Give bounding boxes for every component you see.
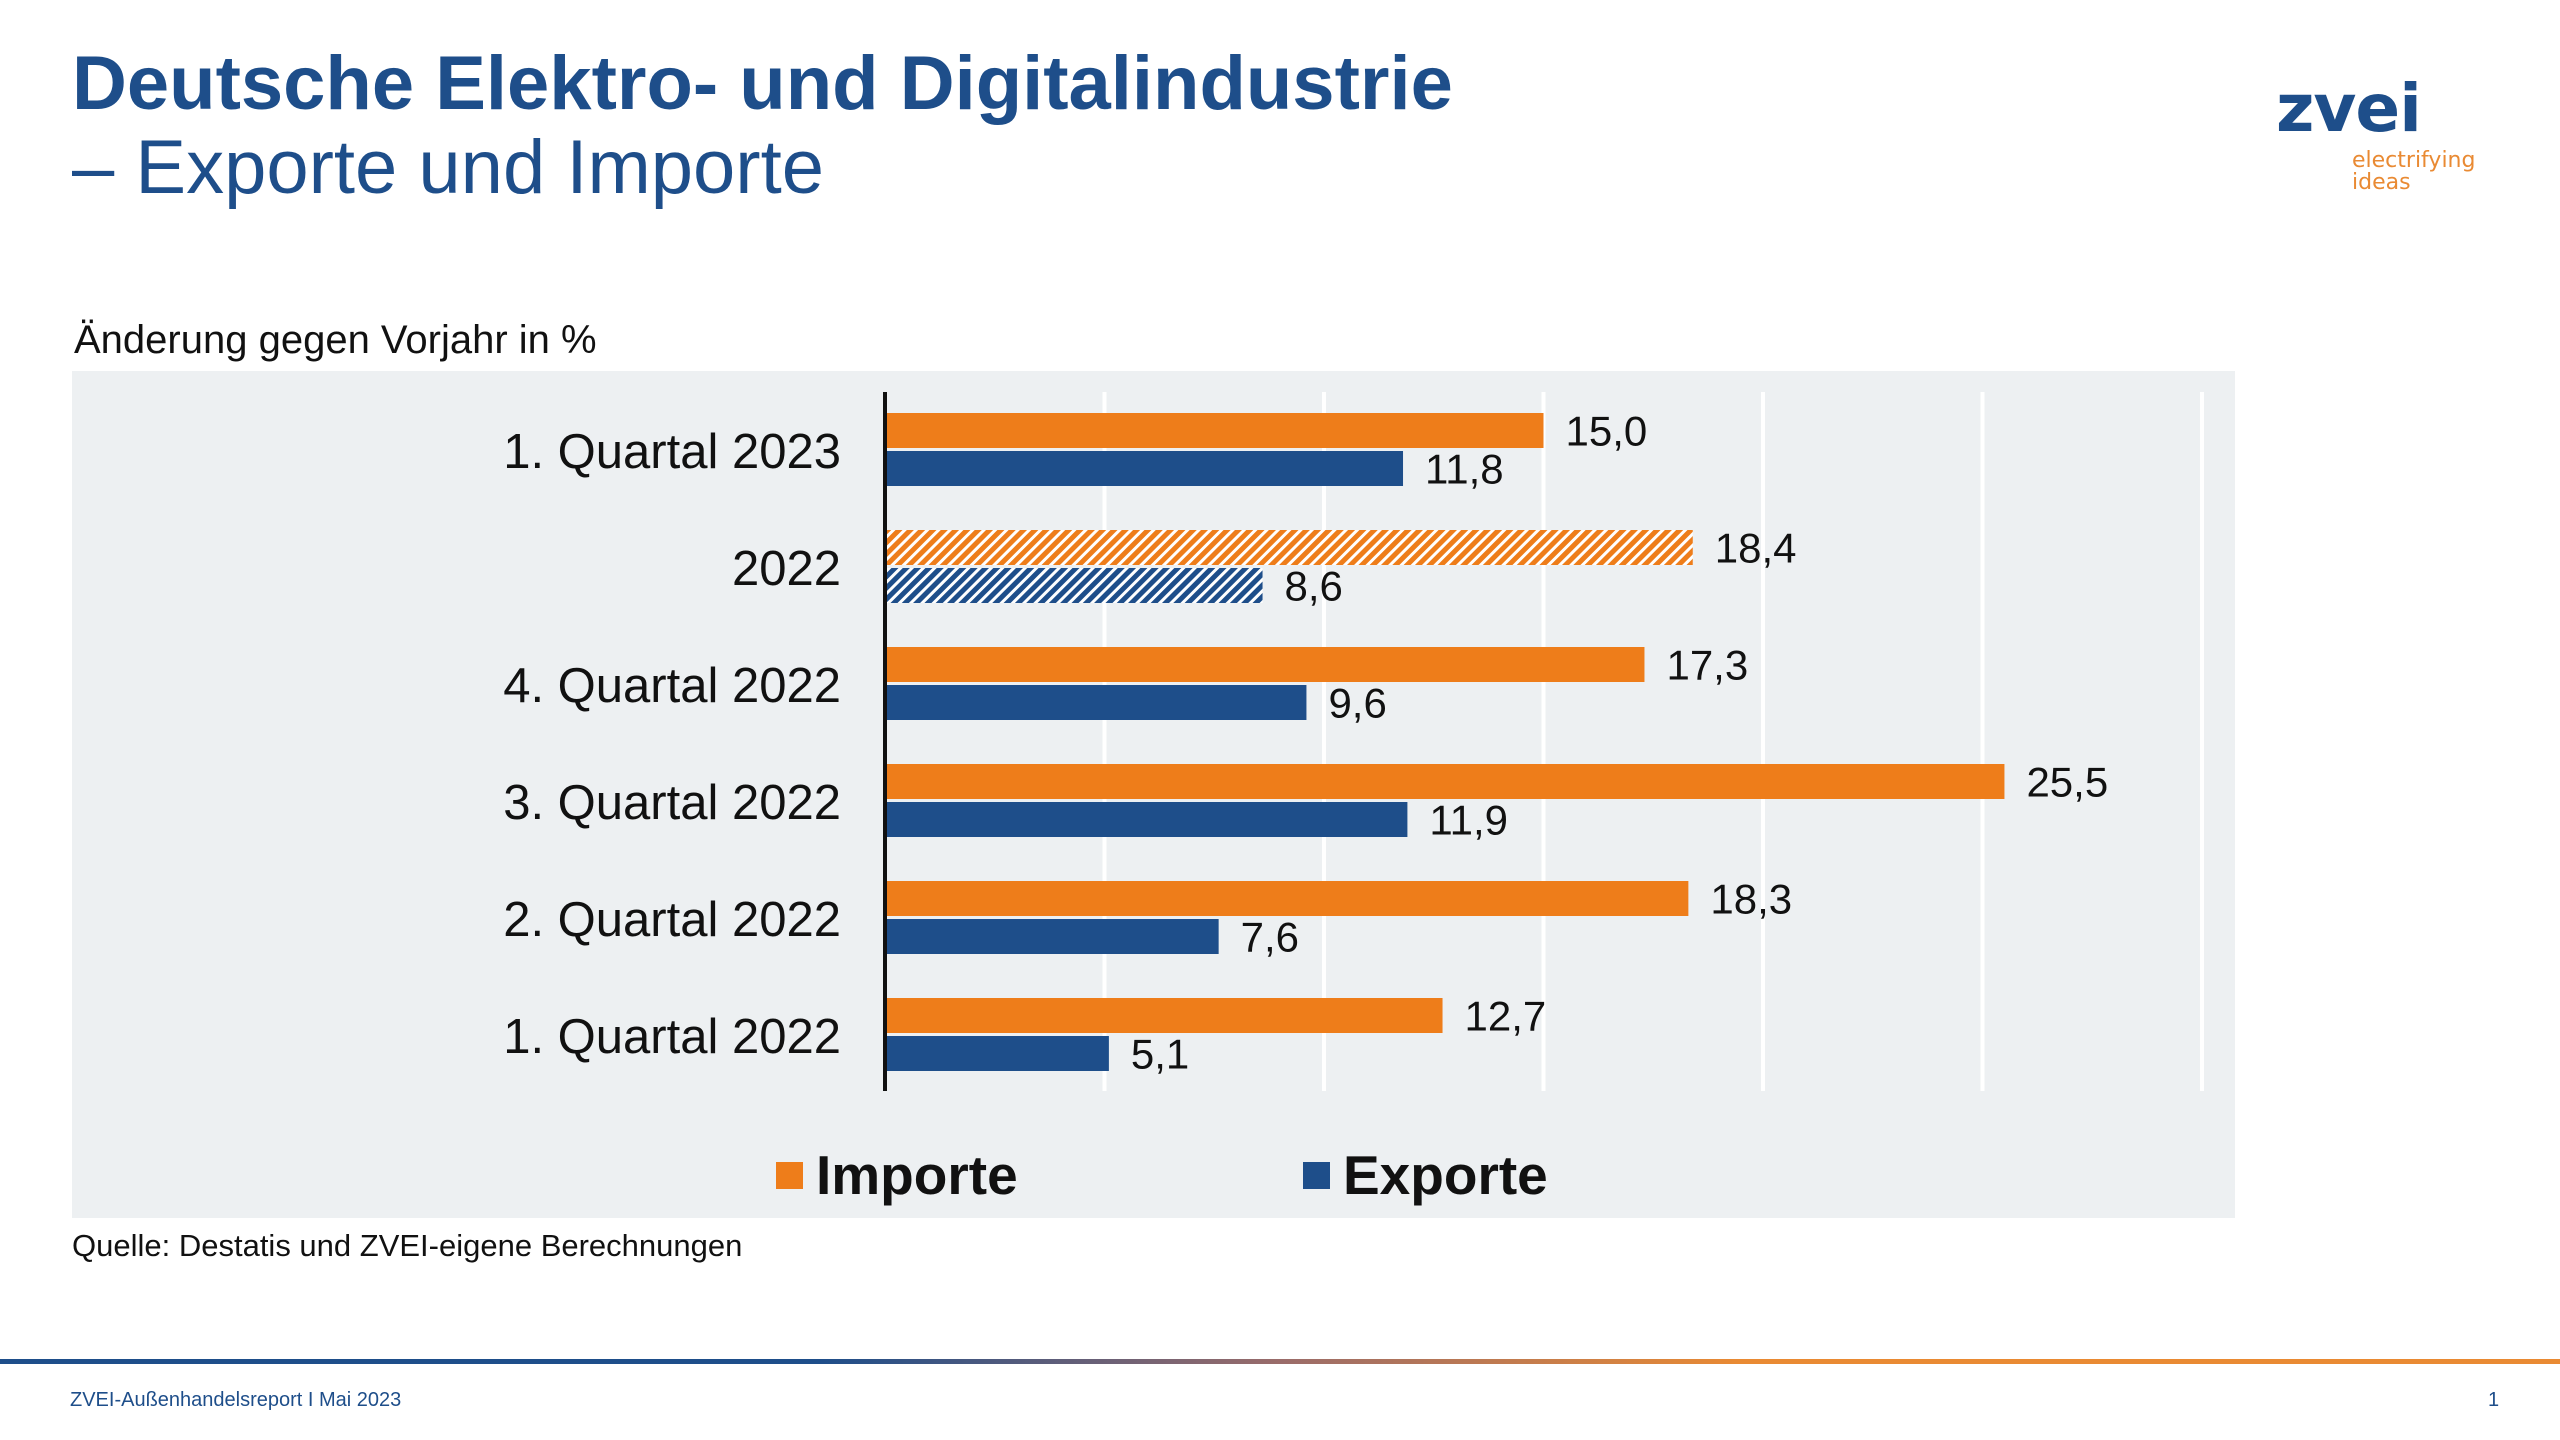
category-label: 1. Quartal 2022 xyxy=(503,1010,841,1064)
data-label: 11,8 xyxy=(1425,446,1504,493)
data-label: 17,3 xyxy=(1666,642,1748,689)
category-label: 3. Quartal 2022 xyxy=(503,776,841,830)
data-label: 25,5 xyxy=(2026,759,2108,806)
category-label: 1. Quartal 2023 xyxy=(503,425,841,479)
data-label: 8,6 xyxy=(1285,563,1343,610)
bar-exporte xyxy=(885,568,1263,603)
bar-importe xyxy=(885,647,1645,682)
legend-label-exporte: Exporte xyxy=(1343,1144,1548,1206)
zvei-logo: zvei electrifying ideas xyxy=(2276,70,2496,200)
bar-importe xyxy=(885,530,1693,565)
data-label: 7,6 xyxy=(1241,914,1299,961)
page-subtitle: – Exporte und Importe xyxy=(72,125,824,210)
bar-exporte xyxy=(885,685,1307,720)
page-title: Deutsche Elektro- und Digitalindustrie xyxy=(72,41,1453,126)
category-label: 2022 xyxy=(732,542,841,596)
data-label: 9,6 xyxy=(1328,680,1386,727)
bar-exporte xyxy=(885,451,1404,486)
data-label: 18,3 xyxy=(1710,876,1792,923)
bar-importe xyxy=(885,764,2005,799)
data-label: 12,7 xyxy=(1465,993,1547,1040)
bar-exporte xyxy=(885,919,1219,954)
legend-swatch-importe xyxy=(776,1162,803,1189)
footer-text: ZVEI-Außenhandelsreport I Mai 2023 xyxy=(70,1389,402,1411)
data-label: 5,1 xyxy=(1131,1031,1189,1078)
category-label: 2. Quartal 2022 xyxy=(503,893,841,947)
footer-divider xyxy=(0,1359,2560,1364)
chart-subtitle: Änderung gegen Vorjahr in % xyxy=(74,318,597,362)
page-number: 1 xyxy=(2488,1389,2500,1411)
legend-label-importe: Importe xyxy=(816,1144,1018,1206)
bar-importe xyxy=(885,881,1689,916)
legend-swatch-exporte xyxy=(1303,1162,1330,1189)
bar-importe xyxy=(885,998,1443,1033)
logo-wordmark: zvei xyxy=(2276,70,2422,147)
category-label: 4. Quartal 2022 xyxy=(503,659,841,713)
bar-exporte xyxy=(885,1036,1109,1071)
data-label: 15,0 xyxy=(1566,408,1648,455)
logo-tagline-2: ideas xyxy=(2352,170,2411,195)
logo-tagline: electrifying ideas xyxy=(2352,150,2475,194)
data-label: 18,4 xyxy=(1715,525,1797,572)
bar-exporte xyxy=(885,802,1408,837)
source-note: Quelle: Destatis und ZVEI-eigene Berechn… xyxy=(72,1228,743,1263)
bar-importe xyxy=(885,413,1544,448)
logo-tagline-1: electrifying xyxy=(2352,148,2476,173)
data-label: 11,9 xyxy=(1429,797,1508,844)
